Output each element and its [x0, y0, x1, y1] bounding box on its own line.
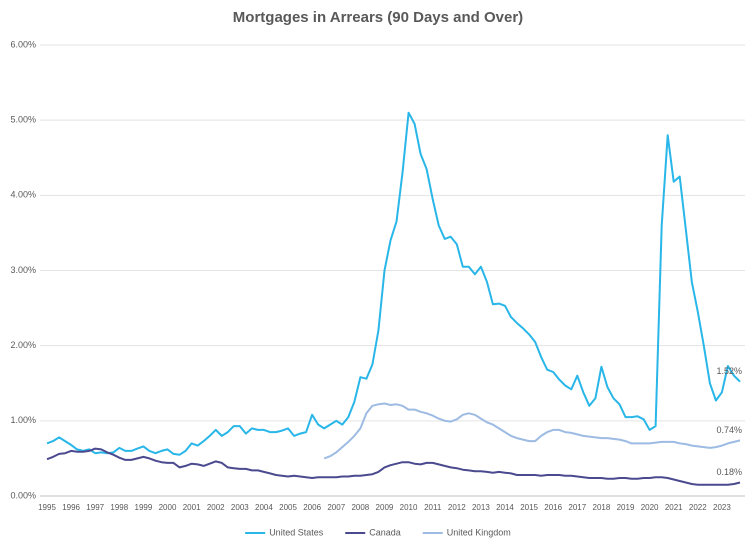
x-tick-label: 2000: [159, 503, 177, 512]
x-tick-label: 2009: [376, 503, 394, 512]
end-label: 0.18%: [716, 467, 742, 477]
x-tick-label: 2001: [183, 503, 201, 512]
x-tick-label: 1996: [62, 503, 80, 512]
y-tick-label: 0.00%: [10, 490, 36, 500]
x-tick-label: 2022: [689, 503, 707, 512]
end-label: 0.74%: [716, 425, 742, 435]
x-tick-label: 2007: [327, 503, 345, 512]
x-tick-label: 2016: [544, 503, 562, 512]
x-tick-label: 2013: [472, 503, 490, 512]
x-tick-label: 2008: [351, 503, 369, 512]
x-tick-label: 2003: [231, 503, 249, 512]
y-tick-label: 3.00%: [10, 265, 36, 275]
legend-label: Canada: [369, 527, 401, 537]
x-tick-label: 2004: [255, 503, 273, 512]
x-tick-label: 2020: [641, 503, 659, 512]
x-tick-label: 2021: [665, 503, 683, 512]
x-tick-label: 1998: [110, 503, 128, 512]
series-line: [46, 447, 741, 486]
series-line: [323, 402, 741, 460]
series-line: [46, 111, 741, 456]
x-tick-label: 2015: [520, 503, 538, 512]
x-tick-label: 2010: [400, 503, 418, 512]
x-tick-label: 2023: [713, 503, 731, 512]
x-tick-label: 1997: [86, 503, 104, 512]
x-tick-label: 2019: [617, 503, 635, 512]
x-tick-label: 2005: [279, 503, 297, 512]
x-tick-label: 1999: [135, 503, 153, 512]
y-tick-label: 2.00%: [10, 340, 36, 350]
y-tick-label: 5.00%: [10, 115, 36, 125]
x-tick-label: 1995: [38, 503, 56, 512]
x-tick-label: 2006: [303, 503, 321, 512]
y-tick-label: 6.00%: [10, 39, 36, 49]
y-tick-label: 4.00%: [10, 190, 36, 200]
chart-title: Mortgages in Arrears (90 Days and Over): [233, 9, 523, 26]
x-tick-label: 2017: [568, 503, 586, 512]
x-tick-label: 2011: [424, 503, 442, 512]
end-label: 1.52%: [716, 366, 742, 376]
legend-label: United Kingdom: [447, 527, 511, 537]
legend-label: United States: [269, 527, 324, 537]
x-tick-label: 2014: [496, 503, 514, 512]
x-tick-label: 2002: [207, 503, 225, 512]
x-tick-label: 2018: [593, 503, 611, 512]
y-tick-label: 1.00%: [10, 415, 36, 425]
x-tick-label: 2012: [448, 503, 466, 512]
